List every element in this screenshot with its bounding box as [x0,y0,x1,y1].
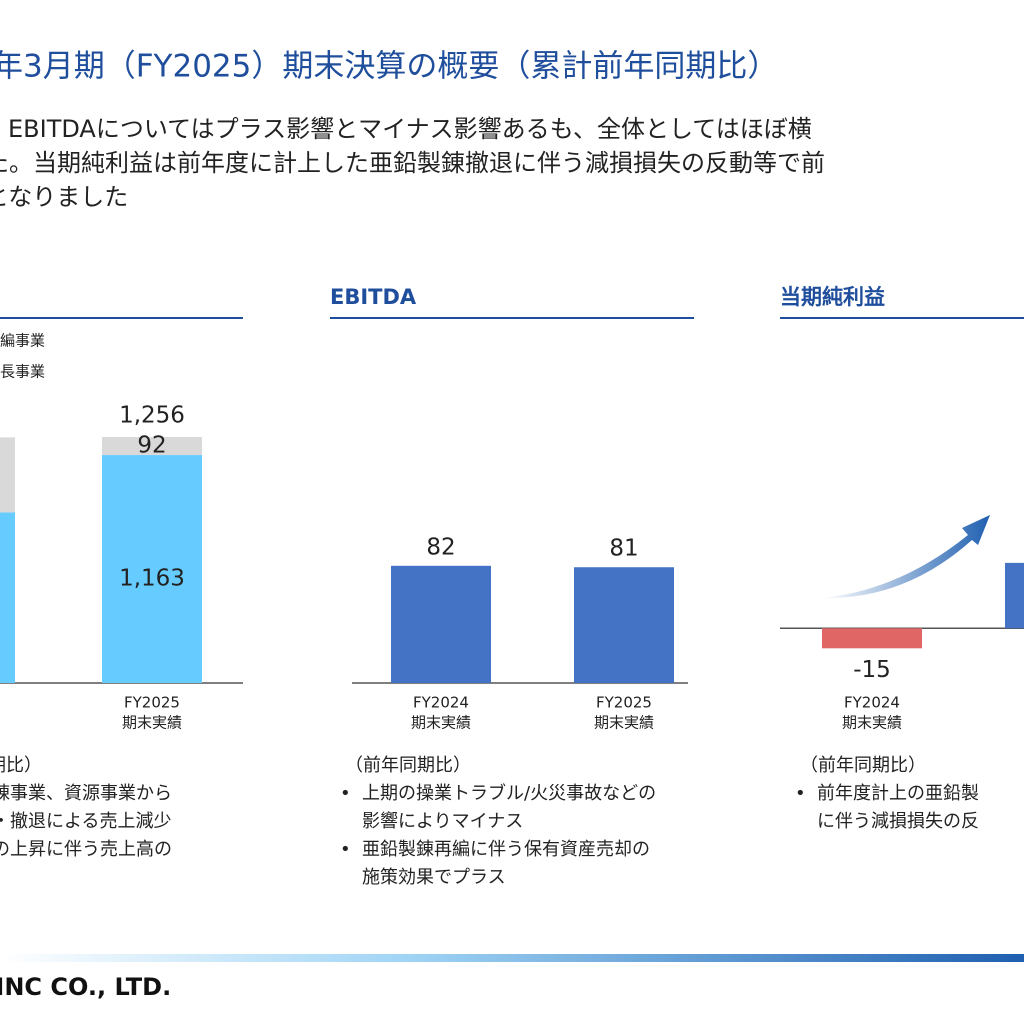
title: 年3月期（FY2025）期末決算の概要（累計前年同期比） [0,49,778,85]
note-line: に伴う減損損失の反 [817,811,979,832]
bar-segment [102,455,202,683]
bullet: • [340,783,351,804]
bar [822,628,922,649]
bar-segment [102,437,202,456]
note-heading: （前年同期比） [345,755,471,776]
x-tick-label: FY2025 [596,694,652,712]
value-label: 92 [137,433,166,459]
footer: ZINC CO., LTD. [0,973,171,1001]
bar-segment [0,437,15,513]
body-line: となりました [0,183,128,211]
x-tick-label: FY2025 [124,694,180,712]
note-heading: 期比） [0,755,42,776]
value-label: -15 [853,657,891,683]
note-line: 亜鉛製錬再編に伴う保有資産売却の [362,839,650,860]
bar [391,565,491,683]
x-tick-sublabel: 期末実績 [122,714,182,732]
bar [574,567,674,683]
bar [1005,562,1024,629]
note-line: 錬事業、資源事業から [0,783,172,804]
x-tick-label: FY2024 [413,694,469,712]
x-tick-label: FY2024 [844,694,900,712]
body-line: EBITDAについてはプラス影響とマイナス影響あるも、全体としてはほぼ横 [8,115,812,143]
arrow [822,515,990,599]
note-heading: （前年同期比） [800,755,926,776]
total-label: 1,256 [119,402,185,428]
body-line: た。当期純利益は前年度に計上した亜鉛製錬撤退に伴う減損損失の反動等で前 [0,149,825,177]
legend-label: 成長事業 [0,363,45,381]
legend-label: 再編事業 [0,332,45,350]
x-tick-sublabel: 期末実績 [594,714,654,732]
note-line: の上昇に伴う売上高の [0,839,172,860]
x-tick-sublabel: 期末実績 [842,714,902,732]
value-label: 82 [426,534,455,560]
note-line: 前年度計上の亜鉛製 [817,783,979,804]
bar-segment [0,512,15,683]
chart-title: EBITDA [330,285,417,309]
chart-title: 当期純利益 [780,285,885,309]
value-label: 1,163 [119,566,185,592]
note-line: 上期の操業トラブル/火災事故などの [362,782,656,804]
footer-band [0,954,1024,962]
note-line: 影響によりマイナス [362,811,523,832]
value-label: 81 [609,536,638,562]
bullet: • [340,839,351,860]
bullet: • [795,783,806,804]
x-tick-sublabel: 期末実績 [411,714,471,732]
note-line: 施策効果でプラス [362,867,506,888]
note-line: ・撤退による売上減少 [0,811,171,832]
